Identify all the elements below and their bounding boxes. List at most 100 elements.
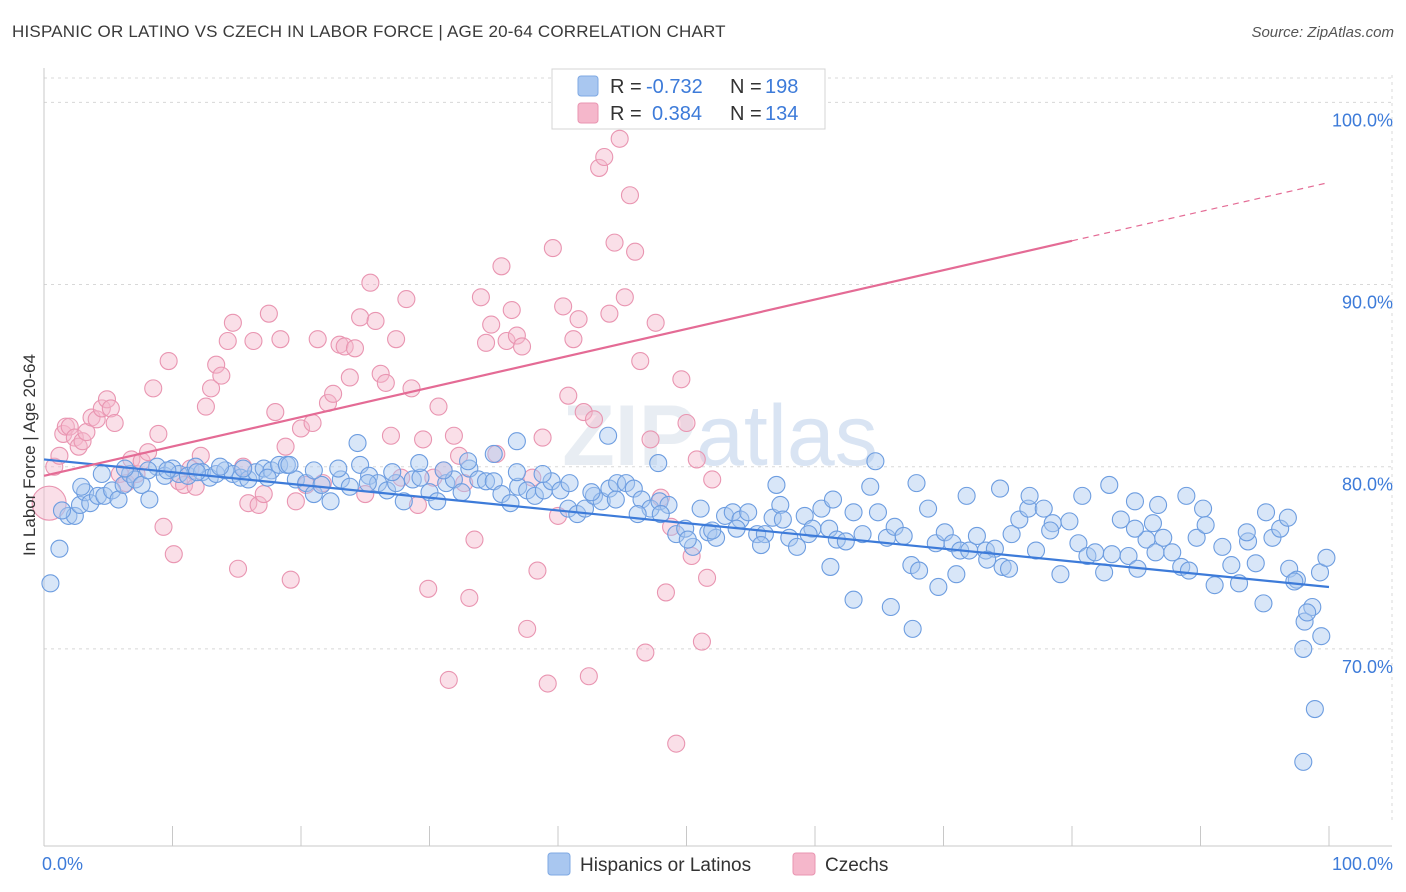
hispanics-point: [1086, 543, 1105, 562]
hispanics-point: [836, 532, 855, 551]
bottom-legend: Hispanics or Latinos Czechs: [547, 852, 888, 876]
czechs-point: [414, 430, 433, 449]
hispanics-point: [1237, 523, 1256, 542]
legend-swatch-czechs: [577, 102, 599, 124]
hispanics-trend-line: [43, 458, 1330, 589]
hispanics-point: [1294, 752, 1313, 771]
hispanics-point: [1034, 499, 1053, 518]
czechs-point: [286, 492, 305, 511]
legend-r-value-2: 0.384: [652, 103, 702, 125]
hispanics-point: [1179, 561, 1198, 580]
czechs-point: [600, 304, 619, 323]
hispanics-point: [394, 492, 413, 511]
czechs-point: [218, 331, 237, 351]
hispanics-point: [304, 461, 323, 480]
hispanics-point: [507, 463, 526, 482]
legend-n-label-2: N =: [730, 103, 762, 125]
hispanics-point: [403, 470, 422, 489]
czechs-point: [212, 366, 231, 385]
hispanics-point: [853, 525, 872, 544]
hispanics-point: [1119, 546, 1138, 566]
czechs-point: [164, 545, 183, 564]
czechs-point: [54, 424, 73, 443]
axes: [43, 68, 1392, 847]
hispanics-point: [254, 459, 273, 478]
hispanics-point: [1041, 521, 1060, 540]
hispanics-point: [1278, 508, 1297, 527]
hispanics-point: [360, 466, 379, 485]
czechs-point: [308, 330, 327, 349]
czechs-point: [207, 355, 226, 374]
hispanics-point: [751, 536, 771, 555]
czechs-point: [482, 315, 501, 334]
hispanics-point: [739, 503, 758, 522]
czechs-point: [419, 579, 438, 598]
czechs-trend-extension: [1071, 181, 1330, 242]
hispanics-point: [469, 470, 488, 489]
hispanics-point: [947, 565, 966, 584]
hispanics-point: [50, 539, 69, 558]
hispanics-point: [1294, 639, 1313, 658]
czechs-point: [626, 242, 645, 261]
czechs-point: [254, 484, 273, 504]
hispanics-point: [1073, 486, 1092, 505]
czechs-point: [590, 158, 609, 177]
czechs-point: [276, 437, 295, 456]
czechs-point: [202, 379, 221, 398]
legend-r-value-1: -0.732: [646, 76, 703, 98]
hispanics-point: [1020, 486, 1039, 505]
hispanics-point: [1298, 603, 1317, 622]
hispanics-point: [52, 501, 72, 520]
czechs-point: [444, 426, 463, 445]
czechs-point: [397, 290, 416, 309]
czechs-point: [303, 413, 322, 433]
hispanics-point: [551, 481, 570, 500]
bottom-legend-label-hispanics: Hispanics or Latinos: [580, 855, 751, 876]
czechs-point: [584, 410, 604, 429]
czechs-point: [507, 326, 526, 345]
czechs-point: [101, 399, 120, 418]
hispanics-point: [234, 459, 253, 478]
hispanics-point: [894, 526, 913, 546]
hispanics-point: [1263, 528, 1282, 547]
hispanics-point: [787, 537, 807, 556]
legend: R = -0.732 N = 198 R = 0.384 N = 134: [551, 68, 826, 130]
hispanics-point: [582, 483, 601, 502]
hispanics-point: [410, 454, 429, 473]
czechs-point: [460, 588, 479, 607]
hispanics-point: [1100, 475, 1119, 494]
czechs-point: [703, 470, 722, 489]
czechs-point: [402, 379, 421, 398]
legend-n-label-1: N =: [730, 76, 762, 98]
hispanics-point: [649, 454, 668, 473]
hispanics-point: [771, 495, 790, 515]
czechs-point: [345, 339, 365, 358]
y-tick-label-90: 90.0%: [1342, 293, 1393, 313]
czechs-point: [244, 331, 263, 351]
hispanics-point: [501, 494, 520, 513]
hispanics-point: [1051, 565, 1070, 584]
y-axis-label: In Labor Force | Age 20-64: [20, 354, 39, 556]
hispanics-point: [919, 499, 938, 518]
hispanics-point: [507, 432, 526, 451]
hispanics-point: [967, 526, 986, 546]
czechs-point: [249, 495, 268, 515]
czechs-point: [605, 233, 624, 252]
czechs-point: [492, 257, 511, 276]
hispanics-points: [41, 426, 1336, 771]
czechs-point: [281, 570, 300, 589]
hispanics-point: [525, 486, 544, 505]
hispanics-point: [767, 475, 786, 494]
hispanics-point: [358, 474, 377, 493]
hispanics-point: [1026, 541, 1046, 560]
hispanics-point: [773, 510, 792, 529]
czechs-point: [518, 619, 537, 638]
czechs-point: [667, 734, 686, 753]
hispanics-point: [599, 426, 618, 445]
hispanics-point: [1177, 486, 1196, 505]
hispanics-point: [484, 444, 503, 464]
czechs-point: [381, 426, 401, 445]
hispanics-point: [1246, 554, 1265, 573]
czechs-point: [564, 330, 583, 349]
hispanics-point: [691, 499, 710, 518]
